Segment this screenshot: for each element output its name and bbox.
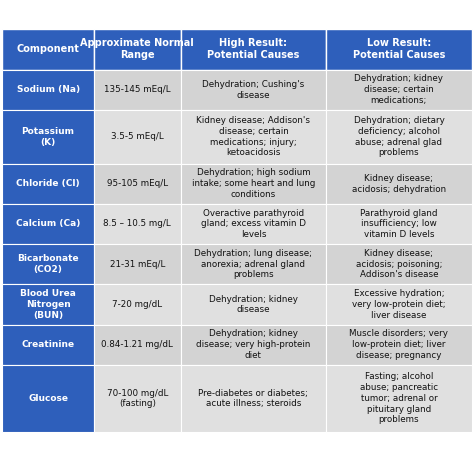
- FancyBboxPatch shape: [326, 110, 472, 163]
- Text: Dehydration; kidney
disease; very high-protein
diet: Dehydration; kidney disease; very high-p…: [196, 329, 310, 360]
- FancyBboxPatch shape: [181, 244, 326, 284]
- FancyBboxPatch shape: [2, 365, 94, 432]
- FancyBboxPatch shape: [2, 284, 94, 324]
- Text: 7-20 mg/dL: 7-20 mg/dL: [112, 300, 162, 309]
- Text: Pre-diabetes or diabetes;
acute illness; steroids: Pre-diabetes or diabetes; acute illness;…: [199, 388, 309, 408]
- FancyBboxPatch shape: [181, 69, 326, 110]
- FancyBboxPatch shape: [326, 244, 472, 284]
- FancyBboxPatch shape: [94, 69, 181, 110]
- FancyBboxPatch shape: [181, 324, 326, 365]
- FancyBboxPatch shape: [94, 163, 181, 204]
- Text: Parathyroid gland
insufficiency; low
vitamin D levels: Parathyroid gland insufficiency; low vit…: [360, 209, 438, 239]
- Text: Sodium (Na): Sodium (Na): [17, 85, 80, 94]
- Text: 8.5 – 10.5 mg/L: 8.5 – 10.5 mg/L: [103, 220, 171, 229]
- Text: Calcium (Ca): Calcium (Ca): [16, 220, 80, 229]
- Text: Excessive hydration;
very low-protein diet;
liver disease: Excessive hydration; very low-protein di…: [352, 289, 446, 320]
- FancyBboxPatch shape: [94, 204, 181, 244]
- FancyBboxPatch shape: [326, 204, 472, 244]
- Text: 70-100 mg/dL
(fasting): 70-100 mg/dL (fasting): [107, 388, 168, 408]
- Text: Chloride (Cl): Chloride (Cl): [16, 179, 80, 188]
- Text: Blood Urea
Nitrogen
(BUN): Blood Urea Nitrogen (BUN): [20, 289, 76, 320]
- FancyBboxPatch shape: [94, 110, 181, 163]
- Text: 0.84-1.21 mg/dL: 0.84-1.21 mg/dL: [101, 340, 173, 349]
- Text: 95-105 mEq/L: 95-105 mEq/L: [107, 179, 168, 188]
- Text: Dehydration; Cushing's
disease: Dehydration; Cushing's disease: [202, 80, 305, 99]
- Text: Dehydration; high sodium
intake; some heart and lung
conditions: Dehydration; high sodium intake; some he…: [192, 168, 315, 199]
- FancyBboxPatch shape: [94, 284, 181, 324]
- FancyBboxPatch shape: [2, 29, 94, 69]
- FancyBboxPatch shape: [2, 204, 94, 244]
- Text: Component: Component: [17, 45, 80, 54]
- FancyBboxPatch shape: [181, 29, 326, 69]
- FancyBboxPatch shape: [181, 204, 326, 244]
- Text: 3.5-5 mEq/L: 3.5-5 mEq/L: [111, 132, 164, 141]
- FancyBboxPatch shape: [326, 284, 472, 324]
- FancyBboxPatch shape: [181, 365, 326, 432]
- FancyBboxPatch shape: [181, 163, 326, 204]
- FancyBboxPatch shape: [2, 69, 94, 110]
- FancyBboxPatch shape: [2, 163, 94, 204]
- FancyBboxPatch shape: [326, 69, 472, 110]
- Text: 21-31 mEq/L: 21-31 mEq/L: [109, 260, 165, 269]
- Text: Potassium
(K): Potassium (K): [22, 127, 74, 147]
- Text: Bicarbonate
(CO2): Bicarbonate (CO2): [18, 254, 79, 274]
- FancyBboxPatch shape: [326, 163, 472, 204]
- Text: 135-145 mEq/L: 135-145 mEq/L: [104, 85, 171, 94]
- FancyBboxPatch shape: [181, 110, 326, 163]
- Text: Creatinine: Creatinine: [21, 340, 75, 349]
- Text: Approximate Normal
Range: Approximate Normal Range: [81, 38, 194, 60]
- Text: Kidney disease;
acidosis; dehydration: Kidney disease; acidosis; dehydration: [352, 174, 446, 194]
- FancyBboxPatch shape: [94, 324, 181, 365]
- Text: Glucose: Glucose: [28, 394, 68, 403]
- FancyBboxPatch shape: [94, 29, 181, 69]
- FancyBboxPatch shape: [2, 244, 94, 284]
- FancyBboxPatch shape: [326, 29, 472, 69]
- Text: Kidney disease; Addison's
disease; certain
medications; injury;
ketoacidosis: Kidney disease; Addison's disease; certa…: [196, 116, 310, 157]
- Text: Dehydration; dietary
deficiency; alcohol
abuse; adrenal glad
problems: Dehydration; dietary deficiency; alcohol…: [354, 116, 444, 157]
- FancyBboxPatch shape: [326, 365, 472, 432]
- FancyBboxPatch shape: [181, 284, 326, 324]
- Text: Fasting; alcohol
abuse; pancreatic
tumor; adrenal or
pituitary gland
problems: Fasting; alcohol abuse; pancreatic tumor…: [360, 373, 438, 424]
- FancyBboxPatch shape: [94, 244, 181, 284]
- FancyBboxPatch shape: [94, 365, 181, 432]
- Text: Kidney disease;
acidosis; poisoning;
Addison's disease: Kidney disease; acidosis; poisoning; Add…: [356, 249, 442, 279]
- FancyBboxPatch shape: [2, 324, 94, 365]
- Text: Muscle disorders; very
low-protein diet; liver
disease; pregnancy: Muscle disorders; very low-protein diet;…: [349, 329, 448, 360]
- Text: Dehydration; kidney
disease; certain
medications;: Dehydration; kidney disease; certain med…: [355, 74, 443, 105]
- Text: High Result:
Potential Causes: High Result: Potential Causes: [207, 38, 300, 60]
- Text: Low Result:
Potential Causes: Low Result: Potential Causes: [353, 38, 445, 60]
- FancyBboxPatch shape: [2, 110, 94, 163]
- Text: Overactive parathyroid
gland; excess vitamin D
levels: Overactive parathyroid gland; excess vit…: [201, 209, 306, 239]
- FancyBboxPatch shape: [326, 324, 472, 365]
- Text: Dehydration; kidney
disease: Dehydration; kidney disease: [209, 295, 298, 315]
- Text: Dehydration; lung disease;
anorexia; adrenal gland
problems: Dehydration; lung disease; anorexia; adr…: [194, 249, 312, 279]
